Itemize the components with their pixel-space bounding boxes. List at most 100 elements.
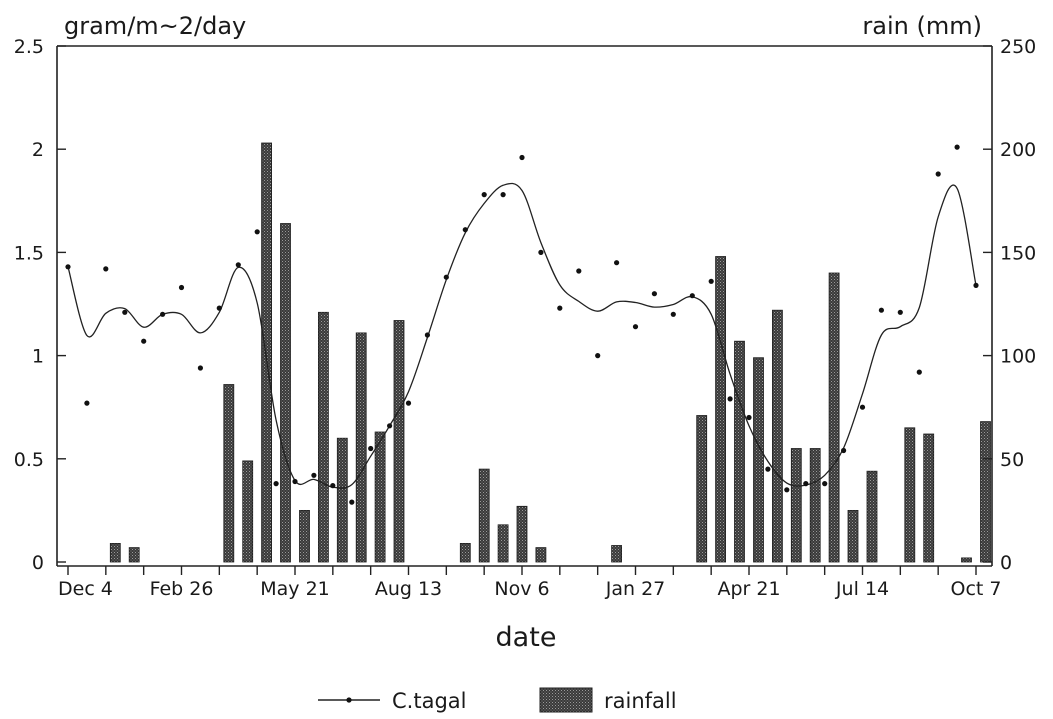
c-tagal-point-14 <box>330 483 336 489</box>
rainfall-bar-28 <box>904 427 916 563</box>
c-tagal-point-2 <box>103 266 109 272</box>
c-tagal-point-23 <box>500 192 506 198</box>
left-tick-label-1: 0.5 <box>14 449 44 471</box>
c-tagal-point-16 <box>368 445 374 452</box>
rainfall-bar-20 <box>734 340 745 563</box>
rainfall-bar-12 <box>459 543 471 563</box>
c-tagal-point-37 <box>765 466 771 472</box>
rainfall-bar-18 <box>696 415 708 563</box>
rainfall-bar-5 <box>280 223 291 563</box>
x-axis-label: date <box>496 622 557 653</box>
rainfall-bar-22 <box>772 309 783 563</box>
c-tagal-point-34 <box>708 278 714 284</box>
rainfall-bar-13 <box>478 468 490 563</box>
c-tagal-point-47 <box>954 144 960 150</box>
c-tagal-point-12 <box>292 478 298 485</box>
x-tick-label-6: Apr 21 <box>717 578 780 600</box>
rainfall-bar-16 <box>535 547 547 563</box>
rainfall-bar-6 <box>299 509 310 563</box>
rainfall-bars <box>109 142 991 563</box>
rainfall-bar-19 <box>715 256 726 563</box>
c-tagal-point-35 <box>727 396 733 402</box>
c-tagal-point-8 <box>216 305 222 311</box>
c-tagal-point-21 <box>462 227 468 233</box>
rainfall-bar-26 <box>847 509 859 563</box>
left-tick-label-5: 2.5 <box>14 36 44 58</box>
c-tagal-point-27 <box>576 268 582 274</box>
legend-line-dot <box>346 697 352 703</box>
c-tagal-points <box>65 144 979 505</box>
right-tick-label-4: 200 <box>1000 139 1036 161</box>
legend: C.tagal rainfall <box>318 687 677 713</box>
c-tagal-point-11 <box>273 481 279 487</box>
c-tagal-point-0 <box>65 264 71 270</box>
x-tick-label-1: Feb 26 <box>150 578 214 600</box>
x-tick-label-5: Jan 27 <box>605 578 666 600</box>
rainfall-bar-31 <box>980 421 991 563</box>
left-tick-label-0: 0 <box>32 552 44 574</box>
c-tagal-point-38 <box>784 487 790 493</box>
legend-line-label: C.tagal <box>392 689 466 713</box>
rainfall-bar-2 <box>223 384 235 563</box>
rainfall-bar-7 <box>317 311 329 563</box>
c-tagal-point-1 <box>84 400 90 406</box>
c-tagal-point-41 <box>841 447 847 454</box>
c-tagal-point-36 <box>746 414 752 421</box>
c-tagal-point-26 <box>557 305 563 311</box>
c-tagal-point-17 <box>387 423 393 429</box>
c-tagal-point-15 <box>349 499 355 505</box>
c-tagal-point-45 <box>916 369 922 375</box>
rainfall-bar-1 <box>128 547 140 563</box>
c-tagal-point-13 <box>311 472 317 478</box>
c-tagal-point-9 <box>235 262 241 268</box>
c-tagal-point-48 <box>973 282 979 288</box>
x-tick-label-8: Oct 7 <box>951 578 1002 600</box>
c-tagal-point-32 <box>670 311 676 317</box>
axis-ticks <box>57 45 992 575</box>
left-axis-tick-labels: 0 0.5 1 1.5 2 2.5 <box>14 36 44 574</box>
rainfall-bar-15 <box>516 505 528 563</box>
c-tagal-point-30 <box>632 324 639 330</box>
x-tick-label-4: Nov 6 <box>494 578 549 600</box>
left-axis-label: gram/m~2/day <box>64 12 246 40</box>
rainfall-bar-9 <box>355 332 367 563</box>
rainfall-bar-3 <box>242 460 254 563</box>
rainfall-bar-25 <box>828 272 840 563</box>
legend-bar-label: rainfall <box>604 689 677 713</box>
rainfall-bar-23 <box>790 448 802 563</box>
x-tick-label-2: May 21 <box>260 578 330 600</box>
legend-bar-swatch <box>539 687 593 713</box>
right-tick-label-3: 150 <box>1000 242 1036 264</box>
rainfall-bar-4 <box>261 142 273 563</box>
rainfall-bar-11 <box>393 320 405 563</box>
c-tagal-point-18 <box>405 400 412 406</box>
c-tagal-point-28 <box>595 353 601 359</box>
c-tagal-point-31 <box>651 291 658 297</box>
c-tagal-point-43 <box>878 307 885 313</box>
x-tick-label-3: Aug 13 <box>375 578 442 600</box>
c-tagal-point-5 <box>160 311 166 317</box>
left-tick-label-4: 2 <box>32 139 44 161</box>
rainfall-bar-0 <box>109 543 121 563</box>
right-tick-label-5: 250 <box>1000 36 1036 58</box>
x-axis-tick-labels: Dec 4 Feb 26 May 21 Aug 13 Nov 6 Jan 27 Apr 21… <box>58 578 1001 600</box>
rainfall-bar-10 <box>374 431 386 563</box>
right-tick-label-1: 50 <box>1000 449 1024 471</box>
c-tagal-point-29 <box>614 260 620 266</box>
rainfall-bar-17 <box>611 545 622 563</box>
c-tagal-point-46 <box>935 171 941 177</box>
rainfall-bar-21 <box>753 357 764 563</box>
c-tagal-point-19 <box>424 332 430 338</box>
plot-frame <box>56 45 993 567</box>
rainfall-bar-24 <box>809 448 821 563</box>
left-tick-label-3: 1.5 <box>14 242 44 264</box>
rainfall-bar-14 <box>497 524 509 563</box>
c-tagal-point-42 <box>859 404 866 410</box>
x-tick-label-0: Dec 4 <box>58 578 113 600</box>
right-axis-tick-labels: 0 50 100 150 200 250 <box>1000 36 1036 574</box>
x-tick-label-7: Jul 14 <box>835 578 889 600</box>
c-tagal-point-25 <box>538 249 544 255</box>
right-axis-label: rain (mm) <box>862 12 982 40</box>
c-tagal-point-40 <box>822 481 828 487</box>
